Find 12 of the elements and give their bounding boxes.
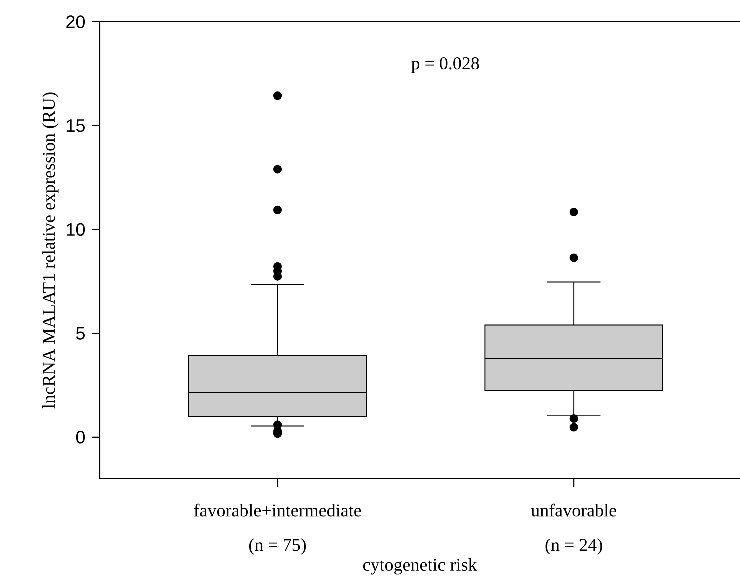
y-tick-label: 5	[76, 327, 85, 340]
text: (n = 24)	[546, 538, 602, 555]
x-tick-label: unfavorable	[531, 504, 616, 517]
y-tick-label: 15	[67, 120, 85, 132]
x-tick-label: favorable+intermediate	[194, 504, 362, 517]
y-axis-title: lncRNA MALAT1 relative expression (RU)	[42, 92, 59, 409]
y-tick-label: 20	[66, 16, 86, 28]
y-tick-label: 10	[67, 223, 86, 236]
x-axis-title: cytogenetic risk	[363, 558, 478, 575]
text: (n = 75)	[250, 538, 306, 555]
annotation: p = 0.028	[412, 57, 480, 74]
y-tick-label: 0	[76, 431, 86, 444]
